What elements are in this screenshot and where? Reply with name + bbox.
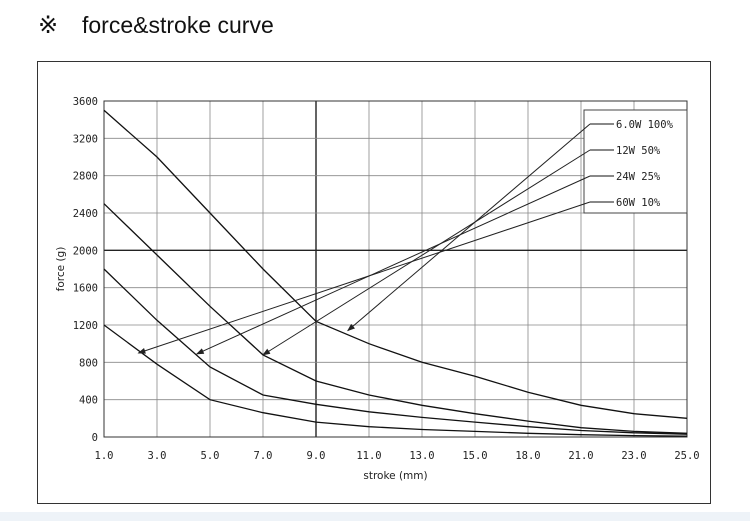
y-tick-label: 1200 [73, 320, 98, 332]
x-tick-label: 18.0 [515, 450, 540, 462]
legend-box [583, 109, 688, 214]
y-tick-label: 3600 [73, 96, 98, 108]
x-tick-label: 15.0 [462, 450, 487, 462]
series-line [103, 203, 688, 434]
y-tick-label: 1600 [73, 283, 98, 295]
x-tick-label: 25.0 [674, 450, 699, 462]
y-tick-label: 3200 [73, 133, 98, 145]
series-line [103, 109, 688, 419]
series-line [103, 268, 688, 435]
heading: ※ force&stroke curve [38, 8, 274, 42]
reference-mark-icon: ※ [38, 11, 59, 39]
y-tick-label: 2400 [73, 208, 98, 220]
x-tick-label: 21.0 [568, 450, 593, 462]
x-tick-label: 5.0 [201, 450, 220, 462]
x-tick-label: 9.0 [307, 450, 326, 462]
x-tick-label: 13.0 [409, 450, 434, 462]
legend-arrow [347, 123, 591, 332]
x-tick-label: 3.0 [148, 450, 167, 462]
chart-frame [37, 61, 711, 504]
y-tick-label: 2800 [73, 171, 98, 183]
y-tick-label: 0 [92, 432, 98, 444]
y-tick-label: 400 [79, 395, 98, 407]
y-axis-label: force (g) [55, 247, 67, 292]
x-tick-label: 1.0 [95, 450, 114, 462]
legend-label: 60W 10% [616, 197, 661, 209]
legend-arrow [262, 149, 591, 356]
legend-label: 6.0W 100% [616, 119, 674, 131]
legend-arrow [195, 175, 591, 355]
legend-label: 24W 25% [616, 171, 661, 183]
x-axis-label: stroke (mm) [363, 470, 427, 482]
series-line [103, 324, 688, 437]
x-tick-label: 7.0 [254, 450, 273, 462]
x-tick-label: 11.0 [356, 450, 381, 462]
y-tick-label: 800 [79, 357, 98, 369]
x-tick-label: 23.0 [621, 450, 646, 462]
y-tick-label: 2000 [73, 245, 98, 257]
legend-label: 12W 50% [616, 145, 661, 157]
page-title: force&stroke curve [82, 11, 274, 38]
legend-arrow [137, 201, 591, 354]
bottom-band [0, 512, 750, 521]
